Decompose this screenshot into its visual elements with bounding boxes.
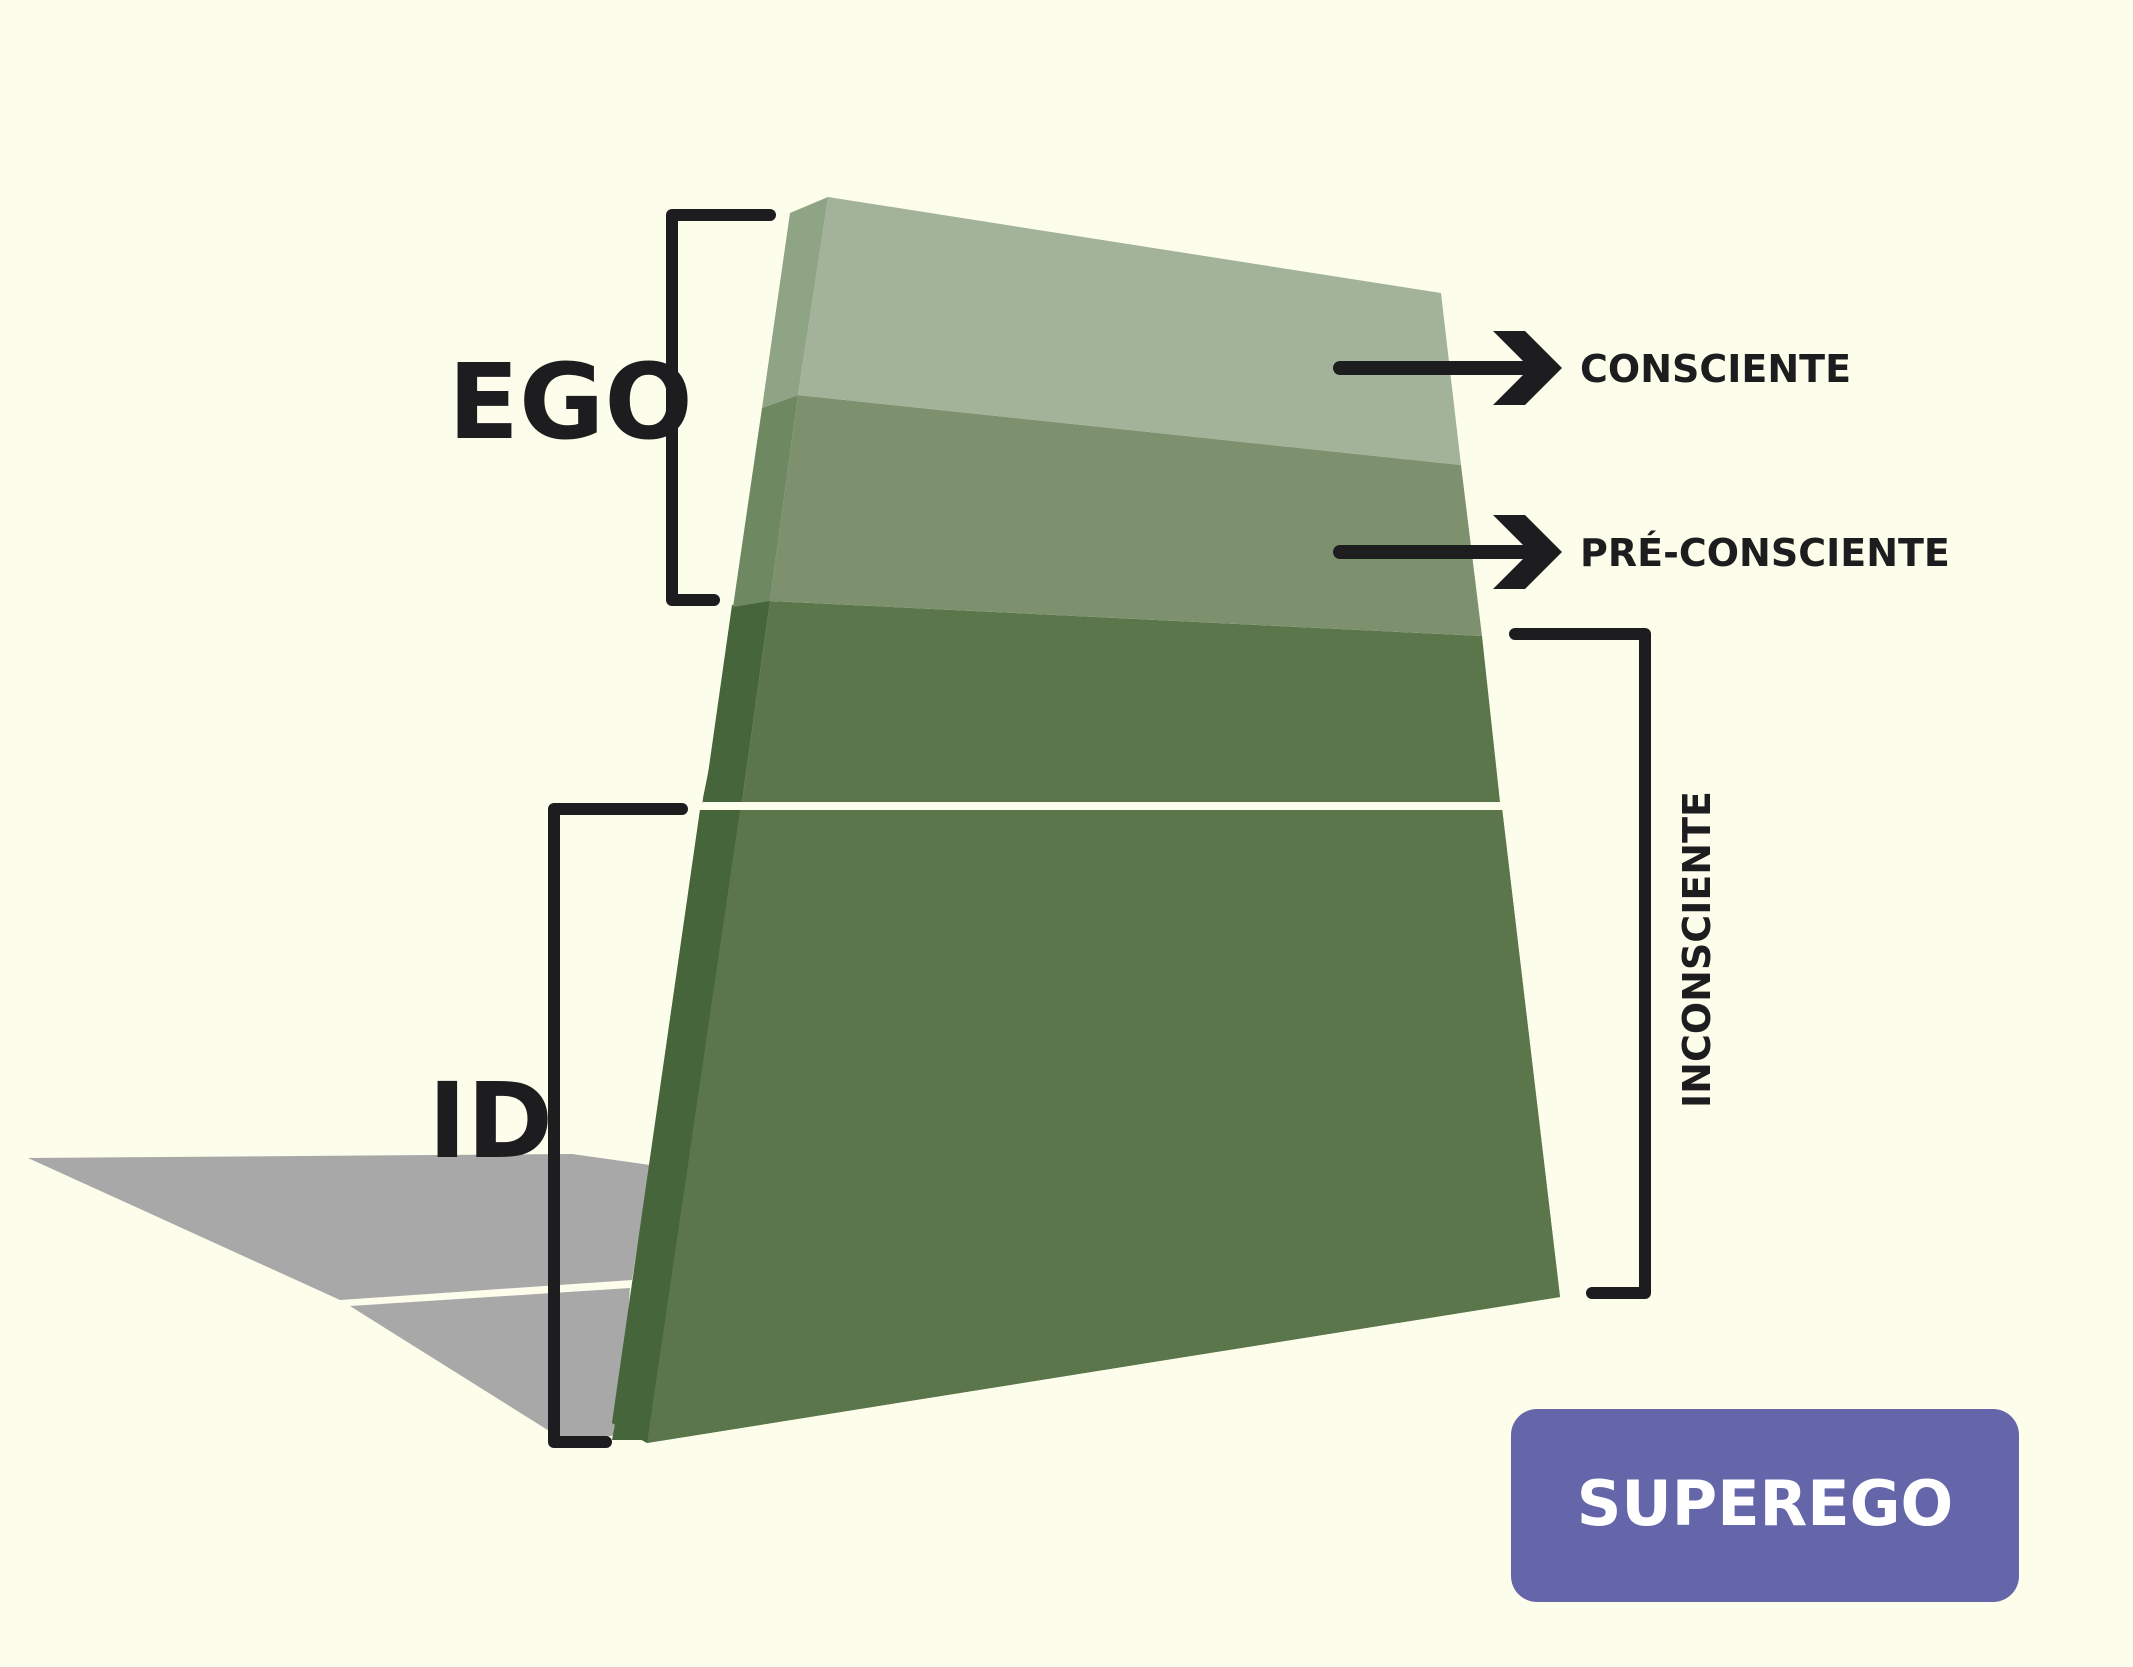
block-consciente <box>762 197 1461 465</box>
superego-label: SUPEREGO <box>1577 1467 1953 1540</box>
right-arrow-icon <box>1333 515 1562 589</box>
inconsciente-layer-lower-face <box>647 808 1560 1443</box>
inconsciente-side-upper <box>704 601 770 802</box>
pre-consciente-label: PRÉ-CONSCIENTE <box>1580 531 1950 575</box>
ego-bracket <box>666 209 776 606</box>
right-arrow-icon <box>1333 331 1562 405</box>
ego-id-divider <box>700 802 1504 810</box>
inconsciente-label: INCONSCIENTE <box>1675 791 1719 1108</box>
block-inconsciente <box>612 601 1560 1443</box>
consciente-label: CONSCIENTE <box>1580 347 1851 391</box>
inconsciente-layer-upper <box>742 601 1500 802</box>
inconsciente-side-lower <box>612 810 740 1443</box>
block-preconsciente <box>733 395 1482 636</box>
id-label: ID <box>428 1060 553 1182</box>
superego-box: SUPEREGO <box>1511 1409 2019 1602</box>
inconsciente-bracket <box>1509 628 1651 1299</box>
ego-label: EGO <box>448 341 693 463</box>
id-bracket <box>548 803 688 1448</box>
